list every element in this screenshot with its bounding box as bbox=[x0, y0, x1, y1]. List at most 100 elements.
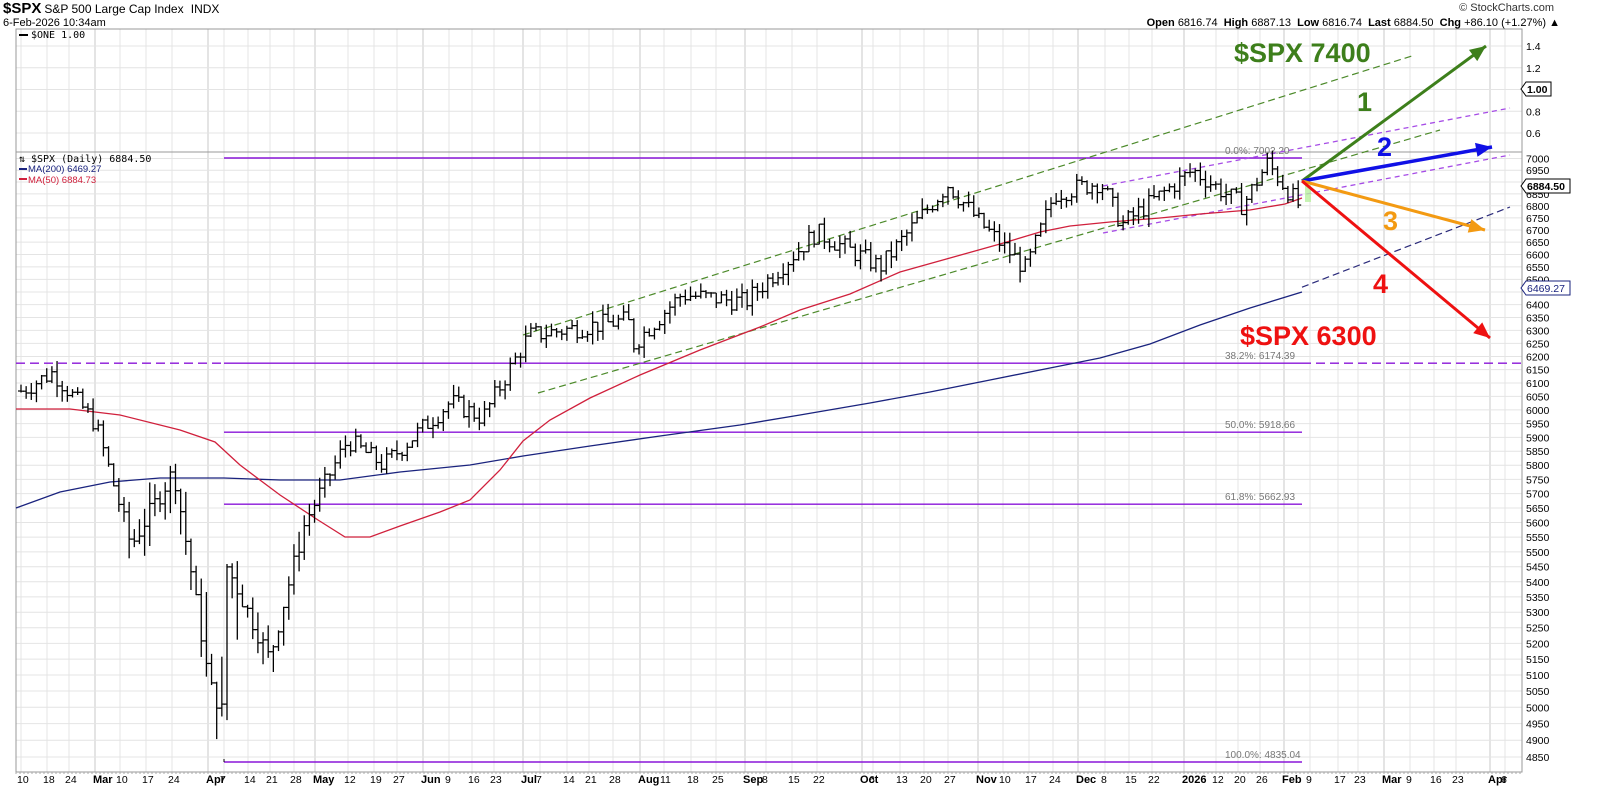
svg-text:8: 8 bbox=[1101, 774, 1107, 786]
svg-text:10: 10 bbox=[17, 774, 29, 786]
svg-text:4900: 4900 bbox=[1526, 735, 1550, 747]
svg-text:6: 6 bbox=[1501, 774, 1507, 786]
svg-text:Jul: Jul bbox=[521, 774, 537, 786]
svg-text:10: 10 bbox=[999, 774, 1011, 786]
low-value: 6816.74 bbox=[1322, 17, 1362, 29]
svg-text:17: 17 bbox=[142, 774, 154, 786]
svg-text:5600: 5600 bbox=[1526, 517, 1550, 529]
svg-text:5900: 5900 bbox=[1526, 432, 1550, 444]
chart-name: S&P 500 Large Cap Index bbox=[44, 2, 184, 16]
bar-legend-icon: ⇅ bbox=[18, 154, 25, 165]
ma200-legend: MA(200) 6469.27 bbox=[28, 164, 101, 175]
svg-text:12: 12 bbox=[1212, 774, 1224, 786]
svg-text:18: 18 bbox=[43, 774, 55, 786]
svg-text:6950: 6950 bbox=[1526, 165, 1550, 177]
svg-text:6884.50: 6884.50 bbox=[1527, 181, 1565, 193]
svg-text:Oct: Oct bbox=[860, 774, 879, 786]
svg-text:6350: 6350 bbox=[1526, 312, 1550, 324]
svg-text:6050: 6050 bbox=[1526, 391, 1550, 403]
svg-text:5800: 5800 bbox=[1526, 460, 1550, 472]
svg-text:27: 27 bbox=[393, 774, 405, 786]
svg-text:27: 27 bbox=[944, 774, 956, 786]
target-up-label: $SPX 7400 bbox=[1234, 38, 1371, 68]
svg-text:14: 14 bbox=[244, 774, 256, 786]
svg-text:6400: 6400 bbox=[1526, 300, 1550, 312]
svg-text:Jun: Jun bbox=[421, 774, 441, 786]
svg-text:4950: 4950 bbox=[1526, 719, 1550, 731]
svg-text:Sep: Sep bbox=[743, 774, 763, 786]
target-down-label: $SPX 6300 bbox=[1240, 321, 1377, 351]
svg-text:0.8: 0.8 bbox=[1526, 106, 1541, 118]
open-value: 6816.74 bbox=[1177, 17, 1218, 29]
svg-text:23: 23 bbox=[490, 774, 502, 786]
svg-text:17: 17 bbox=[1025, 774, 1037, 786]
svg-text:21: 21 bbox=[585, 774, 597, 786]
svg-text:28: 28 bbox=[290, 774, 302, 786]
svg-text:50.0%: 5918.66: 50.0%: 5918.66 bbox=[1225, 420, 1295, 431]
svg-text:14: 14 bbox=[563, 774, 575, 786]
svg-text:8: 8 bbox=[762, 774, 768, 786]
main-panel-frame bbox=[15, 151, 1523, 773]
svg-text:9: 9 bbox=[1406, 774, 1412, 786]
scenario-3-label: 3 bbox=[1383, 206, 1398, 236]
svg-text:24: 24 bbox=[1049, 774, 1061, 786]
svg-text:2026: 2026 bbox=[1182, 774, 1206, 786]
svg-text:6150: 6150 bbox=[1526, 365, 1550, 377]
svg-text:5550: 5550 bbox=[1526, 532, 1550, 544]
svg-text:5950: 5950 bbox=[1526, 419, 1550, 431]
svg-text:6600: 6600 bbox=[1526, 249, 1550, 261]
svg-text:61.8%: 5662.93: 61.8%: 5662.93 bbox=[1225, 492, 1295, 503]
svg-text:22: 22 bbox=[1148, 774, 1160, 786]
svg-text:12: 12 bbox=[344, 774, 356, 786]
svg-text:23: 23 bbox=[1452, 774, 1464, 786]
exchange-label: INDX bbox=[190, 2, 220, 16]
svg-text:26: 26 bbox=[1256, 774, 1268, 786]
price-legend: $SPX (Daily) 6884.50 bbox=[31, 154, 151, 165]
svg-text:5750: 5750 bbox=[1526, 474, 1550, 486]
change-value: +86.10 (+1.27%) bbox=[1464, 17, 1547, 29]
svg-text:6469.27: 6469.27 bbox=[1527, 283, 1565, 295]
svg-text:7: 7 bbox=[536, 774, 542, 786]
svg-text:5150: 5150 bbox=[1526, 654, 1550, 666]
svg-text:5650: 5650 bbox=[1526, 503, 1550, 515]
svg-text:Apr: Apr bbox=[206, 774, 226, 786]
svg-text:16: 16 bbox=[468, 774, 480, 786]
svg-text:9: 9 bbox=[445, 774, 451, 786]
last-price-tag: 6884.50 bbox=[1520, 178, 1571, 194]
last-value: 6884.50 bbox=[1393, 17, 1434, 29]
main-legend: ⇅ $SPX (Daily) 6884.50 MA(200) 6469.27 M… bbox=[18, 154, 151, 186]
svg-text:18: 18 bbox=[687, 774, 699, 786]
svg-text:6: 6 bbox=[869, 774, 875, 786]
svg-text:23: 23 bbox=[1354, 774, 1366, 786]
ma50-legend: MA(50) 6884.73 bbox=[28, 175, 96, 186]
one-value-tag: 1.00 bbox=[1520, 81, 1552, 97]
moving-averages bbox=[15, 197, 1303, 538]
svg-text:7000: 7000 bbox=[1526, 154, 1550, 166]
scenario-arrows bbox=[1301, 44, 1493, 340]
svg-text:Apr: Apr bbox=[1488, 774, 1508, 786]
svg-text:4850: 4850 bbox=[1526, 752, 1550, 764]
svg-text:1.00: 1.00 bbox=[1527, 84, 1548, 96]
scenario-4-label: 4 bbox=[1373, 269, 1388, 299]
svg-text:28: 28 bbox=[609, 774, 621, 786]
svg-text:5350: 5350 bbox=[1526, 592, 1550, 604]
svg-text:5500: 5500 bbox=[1526, 547, 1550, 559]
svg-text:Dec: Dec bbox=[1076, 774, 1096, 786]
svg-text:15: 15 bbox=[1125, 774, 1137, 786]
svg-text:6100: 6100 bbox=[1526, 378, 1550, 390]
svg-text:25: 25 bbox=[712, 774, 724, 786]
up-triangle-icon: ▲ bbox=[1549, 17, 1560, 29]
svg-text:9: 9 bbox=[1306, 774, 1312, 786]
svg-text:0.0%: 7002.20: 0.0%: 7002.20 bbox=[1225, 146, 1290, 157]
svg-text:6000: 6000 bbox=[1526, 405, 1550, 417]
upper-legend: $ONE 1.00 bbox=[19, 30, 85, 41]
svg-text:6300: 6300 bbox=[1526, 325, 1550, 337]
svg-text:Mar: Mar bbox=[1382, 774, 1402, 786]
price-axis: 7000695068506800675067006650660065506500… bbox=[1521, 29, 1550, 772]
svg-text:5400: 5400 bbox=[1526, 577, 1550, 589]
chart-date: 6-Feb-2026 10:34am bbox=[3, 17, 106, 29]
grid bbox=[16, 29, 1522, 772]
svg-text:7: 7 bbox=[220, 774, 226, 786]
